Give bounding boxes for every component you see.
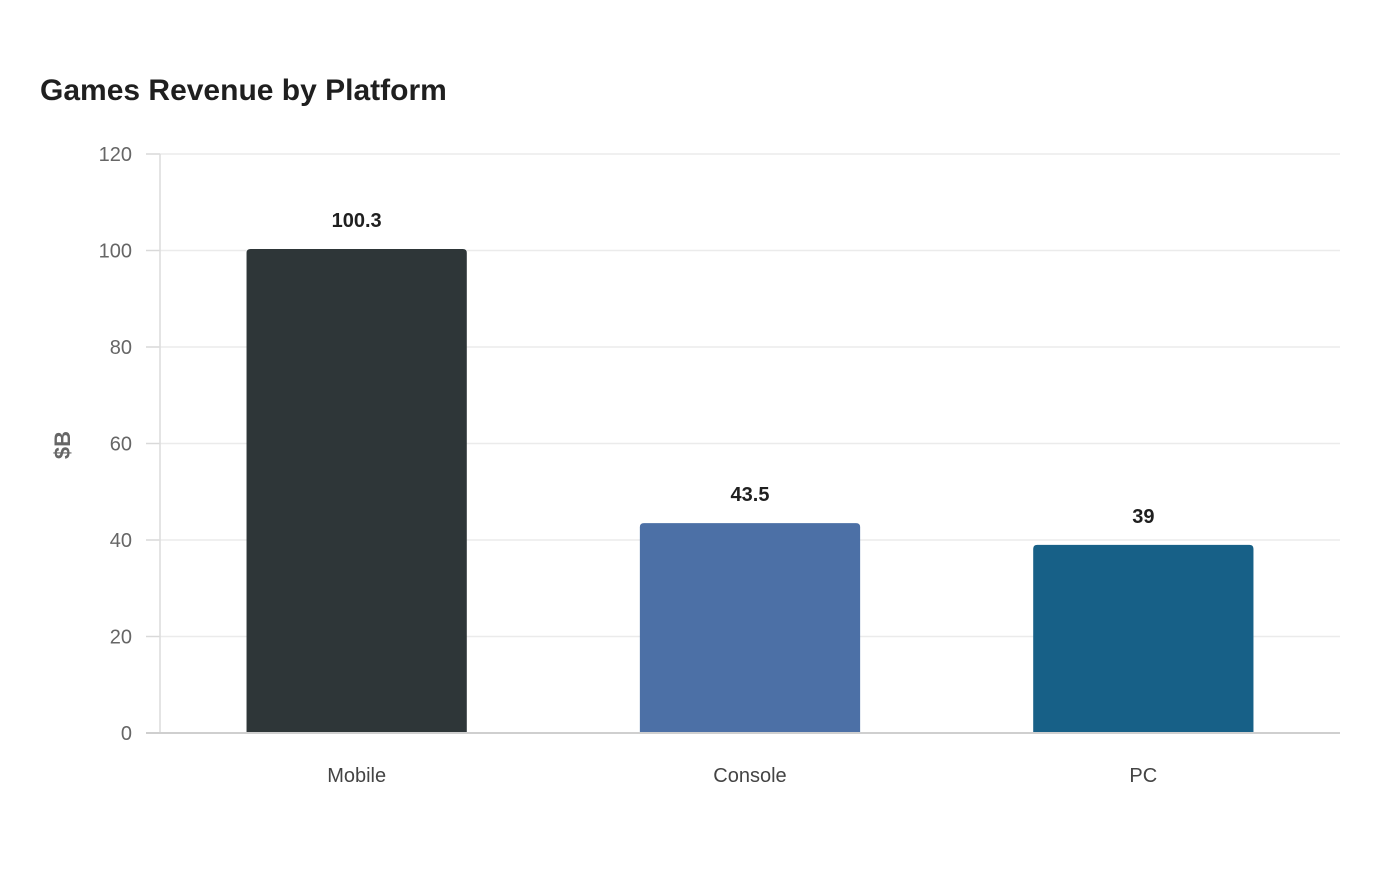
y-tick-label: 0 (121, 723, 132, 745)
value-labels: 100.3 43.5 39 (332, 210, 1155, 528)
y-tick-label: 20 (110, 627, 132, 649)
bars (246, 249, 1254, 734)
value-label: 39 (1132, 506, 1154, 528)
y-axis-title: $B (50, 431, 75, 459)
chart-title: Games Revenue by Platform (40, 74, 447, 107)
y-tick-label: 120 (99, 144, 132, 166)
x-tick-labels: Mobile Console PC (327, 765, 1157, 787)
y-tick-label: 100 (99, 241, 132, 263)
axes (146, 153, 1340, 734)
x-tick-label: Console (713, 765, 786, 787)
value-label: 43.5 (731, 484, 770, 506)
x-tick-label: Mobile (327, 765, 386, 787)
x-tick-label: PC (1129, 765, 1157, 787)
y-tick-label: 60 (110, 434, 132, 456)
y-tick-labels: 0 20 40 60 80 100 120 (99, 144, 132, 745)
bar-pc (1033, 544, 1254, 733)
y-tick-label: 40 (110, 530, 132, 552)
bar-mobile (246, 249, 467, 734)
y-tick-label: 80 (110, 337, 132, 359)
bar-console (639, 523, 861, 733)
value-label: 100.3 (332, 210, 382, 232)
